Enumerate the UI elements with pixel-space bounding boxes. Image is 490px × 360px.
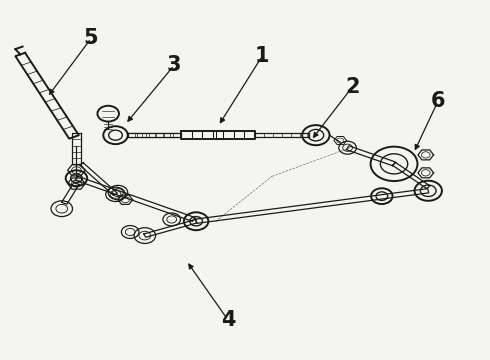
Text: 2: 2 — [345, 77, 360, 97]
Polygon shape — [255, 133, 309, 137]
Text: 5: 5 — [84, 28, 98, 48]
Text: 6: 6 — [431, 91, 445, 111]
Text: 3: 3 — [167, 55, 181, 75]
Text: 1: 1 — [255, 46, 270, 66]
Polygon shape — [128, 133, 181, 137]
Text: 4: 4 — [220, 310, 235, 330]
Polygon shape — [72, 134, 81, 164]
Polygon shape — [15, 53, 79, 139]
Polygon shape — [181, 131, 255, 139]
